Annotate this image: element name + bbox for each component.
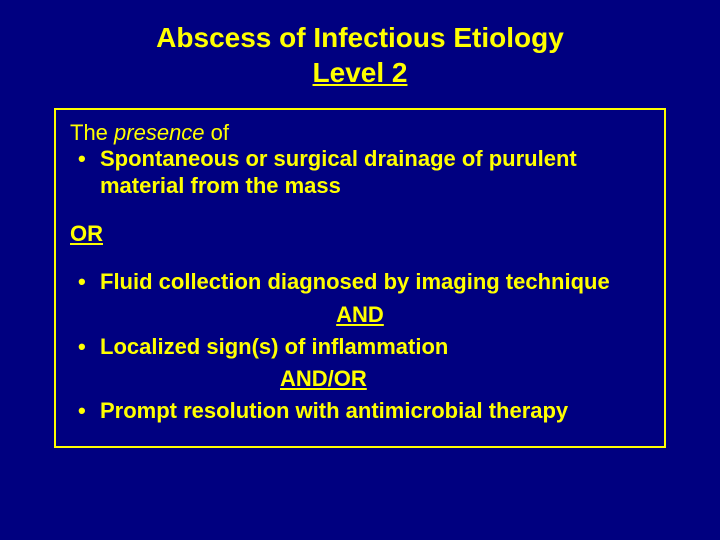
andor-connector: AND/OR xyxy=(70,366,650,392)
bullet-item: Localized sign(s) of inflammation xyxy=(70,334,650,360)
slide-title-block: Abscess of Infectious Etiology Level 2 xyxy=(0,20,720,90)
bullet-list-2: Fluid collection diagnosed by imaging te… xyxy=(70,269,650,295)
bullet-list-3: Localized sign(s) of inflammation xyxy=(70,334,650,360)
slide-title-line2: Level 2 xyxy=(60,55,660,90)
lead-plain: The xyxy=(70,120,114,145)
bullet-list-4: Prompt resolution with antimicrobial the… xyxy=(70,398,650,424)
bullet-item: Spontaneous or surgical drainage of puru… xyxy=(70,146,650,199)
or-connector: OR xyxy=(70,221,650,247)
lead-text: The presence of xyxy=(70,120,650,146)
slide: Abscess of Infectious Etiology Level 2 T… xyxy=(0,0,720,540)
content-box: The presence of Spontaneous or surgical … xyxy=(54,108,666,448)
bullet-item: Fluid collection diagnosed by imaging te… xyxy=(70,269,650,295)
and-connector: AND xyxy=(70,302,650,328)
bullet-item: Prompt resolution with antimicrobial the… xyxy=(70,398,650,424)
lead-italic: presence xyxy=(114,120,211,145)
lead-tail: of xyxy=(211,120,229,145)
bullet-list-1: Spontaneous or surgical drainage of puru… xyxy=(70,146,650,199)
slide-title-line1: Abscess of Infectious Etiology xyxy=(60,20,660,55)
